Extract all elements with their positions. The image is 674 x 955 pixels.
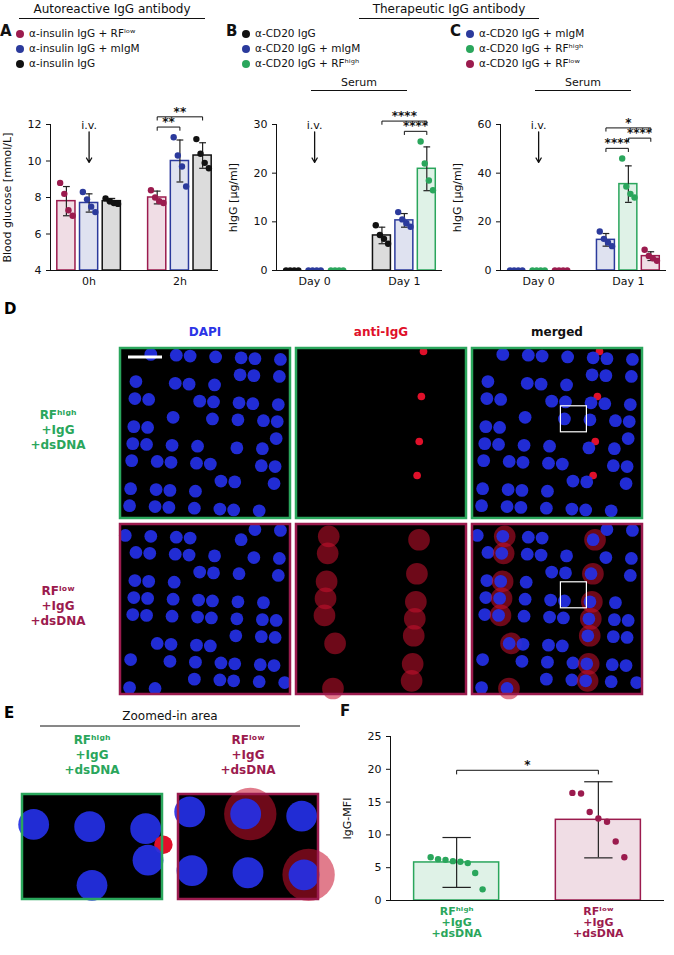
svg-text:5: 5 — [375, 861, 382, 874]
svg-text:hIgG [µg/ml]: hIgG [µg/ml] — [227, 163, 240, 232]
svg-text:25: 25 — [368, 730, 382, 743]
svg-text:*: * — [524, 758, 531, 772]
html-text:A: A — [0, 22, 12, 40]
svg-text:RFʰⁱᵍʰ+IgG+dsDNA: RFʰⁱᵍʰ+IgG+dsDNA — [431, 905, 482, 940]
svg-text:30: 30 — [254, 118, 268, 131]
html-text:α-insulin IgG: α-insulin IgG — [29, 57, 96, 69]
svg-text:60: 60 — [478, 118, 492, 131]
svg-text:Day 1: Day 1 — [612, 275, 644, 288]
svg-text:Blood glucose [mmol/L]: Blood glucose [mmol/L] — [1, 133, 14, 263]
svg-text:E: E — [4, 704, 14, 722]
svg-text:Day 0: Day 0 — [299, 275, 331, 288]
svg-text:IgG-MFI: IgG-MFI — [341, 798, 354, 840]
svg-text:20: 20 — [254, 167, 268, 180]
svg-text:anti-IgG: anti-IgG — [354, 325, 408, 339]
svg-text:12: 12 — [28, 118, 42, 131]
svg-text:merged: merged — [531, 325, 583, 339]
svg-text:i.v.: i.v. — [531, 119, 547, 132]
html-text:α-insulin IgG + mIgM: α-insulin IgG + mIgM — [29, 42, 140, 54]
svg-text:*: * — [625, 116, 632, 130]
svg-text:6: 6 — [35, 228, 42, 241]
svg-text:0h: 0h — [82, 275, 96, 288]
svg-text:RFˡᵒʷ+IgG+dsDNA: RFˡᵒʷ+IgG+dsDNA — [573, 905, 624, 940]
svg-text:10: 10 — [28, 155, 42, 168]
html-text:α-CD20 IgG + mIgM: α-CD20 IgG + mIgM — [255, 42, 361, 54]
svg-text:15: 15 — [368, 796, 382, 809]
html-text:Therapeutic IgG antibody: Therapeutic IgG antibody — [372, 2, 526, 16]
html-text:F: F — [340, 702, 351, 720]
html-text:α-CD20 IgG + RFˡᵒʷ: α-CD20 IgG + RFˡᵒʷ — [479, 57, 580, 69]
svg-text:i.v.: i.v. — [81, 119, 97, 132]
html-text:α-CD20 IgG + mIgM: α-CD20 IgG + mIgM — [479, 27, 585, 39]
svg-text:RFʰⁱᵍʰ+IgG+dsDNA: RFʰⁱᵍʰ+IgG+dsDNA — [64, 733, 120, 777]
svg-text:10: 10 — [368, 828, 382, 841]
html-text:C: C — [450, 22, 461, 40]
svg-text:Day 1: Day 1 — [388, 275, 420, 288]
svg-text:RFˡᵒʷ+IgG+dsDNA: RFˡᵒʷ+IgG+dsDNA — [30, 584, 86, 628]
svg-text:DAPI: DAPI — [189, 325, 222, 339]
svg-text:hIgG [µg/ml]: hIgG [µg/ml] — [451, 163, 464, 232]
svg-text:4: 4 — [35, 264, 42, 277]
html-text:B: B — [226, 22, 238, 40]
svg-text:20: 20 — [368, 763, 382, 776]
html-text:Autoreactive IgG antibody: Autoreactive IgG antibody — [33, 2, 191, 16]
html-text:Serum: Serum — [565, 76, 601, 89]
html-text:α-CD20 IgG: α-CD20 IgG — [255, 27, 316, 39]
svg-text:D: D — [4, 300, 16, 318]
svg-text:RFʰⁱᵍʰ+IgG+dsDNA: RFʰⁱᵍʰ+IgG+dsDNA — [30, 408, 86, 452]
svg-text:0: 0 — [375, 894, 382, 907]
svg-text:10: 10 — [254, 215, 268, 228]
svg-text:8: 8 — [35, 191, 42, 204]
svg-text:20: 20 — [478, 215, 492, 228]
html-text:α-CD20 IgG + RFʰⁱᵍʰ: α-CD20 IgG + RFʰⁱᵍʰ — [479, 42, 584, 54]
svg-text:RFˡᵒʷ+IgG+dsDNA: RFˡᵒʷ+IgG+dsDNA — [220, 733, 276, 777]
svg-text:Day 0: Day 0 — [523, 275, 555, 288]
svg-text:0: 0 — [485, 264, 492, 277]
svg-text:****: **** — [392, 109, 418, 123]
html-text:Serum: Serum — [341, 76, 377, 89]
html-text:α-CD20 IgG + RFʰⁱᵍʰ: α-CD20 IgG + RFʰⁱᵍʰ — [255, 57, 360, 69]
svg-text:40: 40 — [478, 167, 492, 180]
svg-text:**: ** — [174, 105, 187, 119]
html-text:α-insulin IgG + RFˡᵒʷ: α-insulin IgG + RFˡᵒʷ — [29, 27, 136, 39]
svg-text:0: 0 — [261, 264, 268, 277]
svg-text:Zoomed-in area: Zoomed-in area — [122, 709, 217, 723]
svg-text:2h: 2h — [173, 275, 187, 288]
svg-text:i.v.: i.v. — [307, 119, 323, 132]
